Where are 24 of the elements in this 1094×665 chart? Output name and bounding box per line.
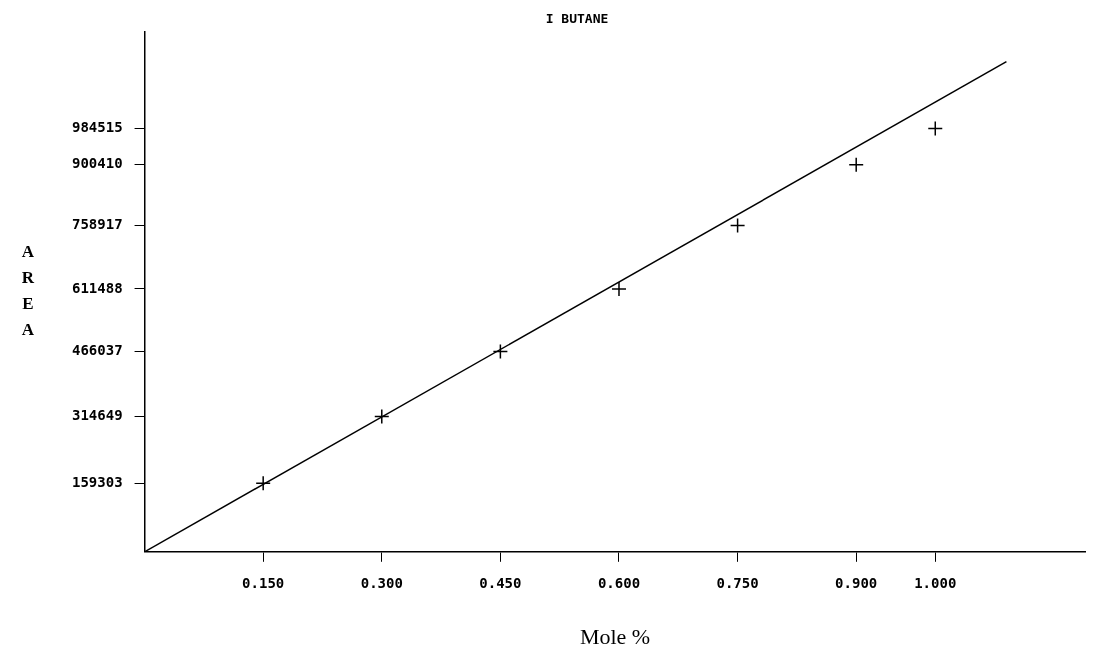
x-tick-label: 0.900 bbox=[835, 574, 878, 591]
point bbox=[492, 343, 509, 360]
y-axis-title: AREA bbox=[21, 242, 35, 340]
x-axis-title: Mole % bbox=[579, 623, 651, 649]
point bbox=[255, 475, 271, 492]
y-tick-label: 314649 bbox=[71, 407, 123, 424]
x-tick-label: 1.000 bbox=[914, 574, 957, 591]
y-tick-label: 900410 bbox=[71, 155, 123, 172]
chart-title: I BUTANE bbox=[545, 11, 609, 27]
y-tick-label: 611488 bbox=[71, 279, 123, 296]
y-tick-label: 159303 bbox=[71, 473, 123, 490]
y-tick-label: 984515 bbox=[71, 119, 123, 136]
point bbox=[848, 156, 864, 173]
x-tick-label: 0.150 bbox=[242, 574, 285, 591]
y-tick-label: 466037 bbox=[71, 342, 123, 359]
y-tick-label: 758917 bbox=[71, 216, 123, 233]
x-tick-label: 0.300 bbox=[360, 574, 403, 591]
point bbox=[611, 281, 627, 297]
x-tick-label: 0.750 bbox=[716, 574, 759, 591]
x-tick-label: 0.600 bbox=[597, 574, 641, 591]
point bbox=[927, 120, 944, 137]
x-tick-label: 0.450 bbox=[479, 574, 522, 591]
point bbox=[374, 408, 390, 425]
point bbox=[729, 217, 746, 234]
